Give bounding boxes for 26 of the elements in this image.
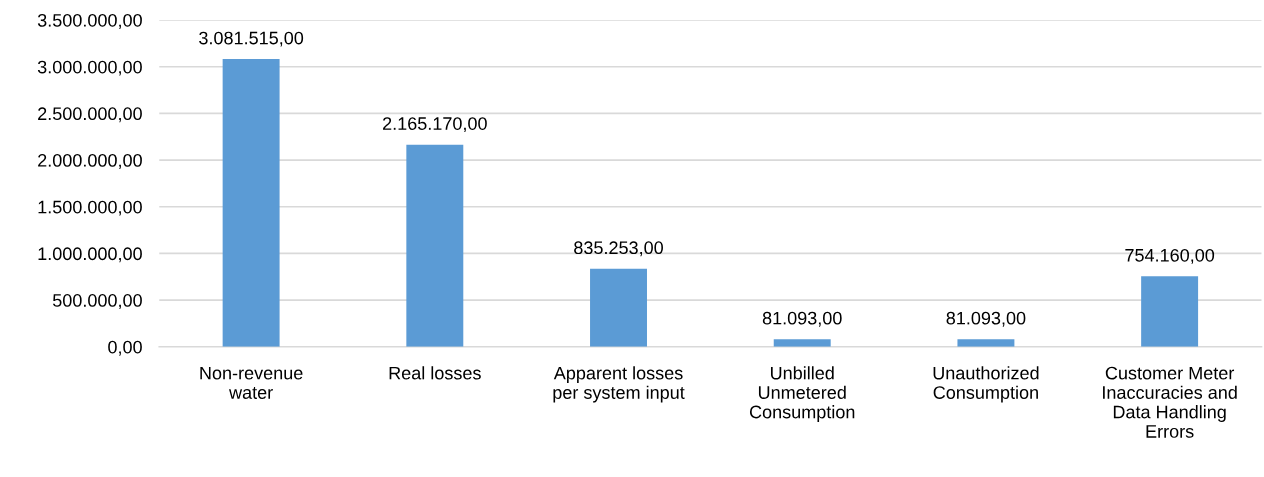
x-tick-label: Customer Meter Inaccuracies and Data Handling Errors [1103,366,1237,438]
x-tick-label: Real losses [389,366,481,380]
x-tick-label: Non-revenue water [200,366,303,399]
data-label: 3.081.515,00 [199,31,304,47]
x-tick-label: Apparent losses per system input [553,366,685,403]
y-tick-label: 3.000.000,00 [37,60,142,76]
bar [222,59,280,347]
bar [773,339,831,347]
bar [957,339,1015,347]
y-tick-label: 0,00 [108,340,142,356]
x-tick-label: Unauthorized Consumption [933,366,1039,403]
y-tick-label: 3.500.000,00 [37,13,142,29]
data-label: 81.093,00 [946,311,1026,327]
bar [590,268,647,347]
y-tick-label: 1.000.000,00 [38,247,142,263]
y-tick-label: 2.000.000,00 [38,154,142,169]
y-tick-label: 1.500.000,00 [38,200,142,216]
y-tick-label: 500.000,00 [52,294,142,309]
data-label: 2.165.170,00 [383,117,487,133]
y-tick-label: 2.500.000,00 [38,107,142,123]
bar [406,144,464,347]
x-tick-label: Unbilled Unmetered Consumption [749,366,855,422]
data-label: 754.160,00 [1125,248,1215,264]
data-label: 835.253,00 [574,241,663,257]
bar [1141,276,1199,347]
data-label: 81.093,00 [762,311,842,327]
